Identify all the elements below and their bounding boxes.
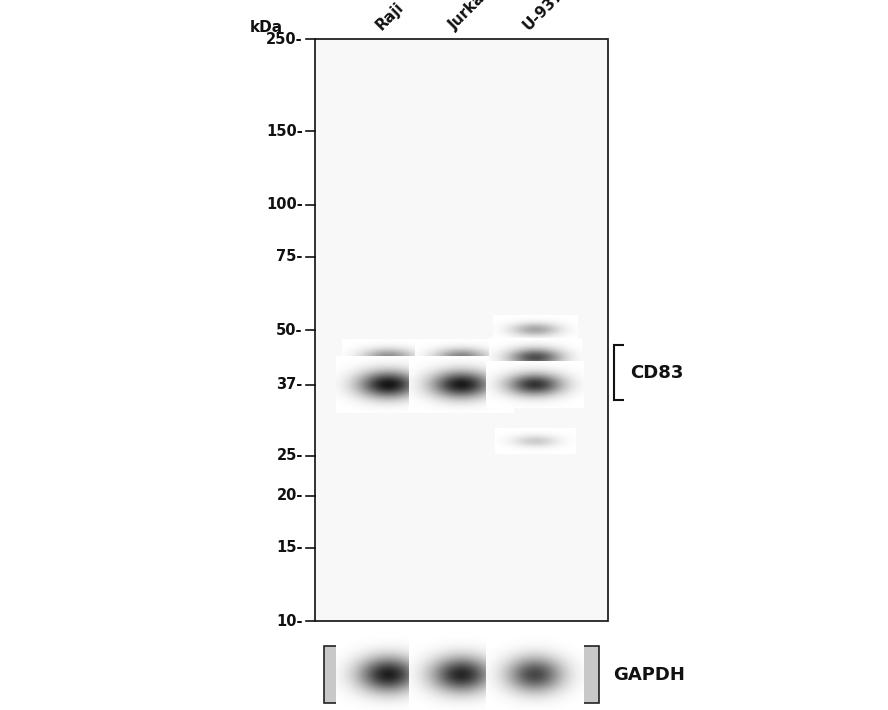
Text: 15-: 15- [276,540,303,555]
Text: 20-: 20- [276,488,303,503]
Text: 100-: 100- [266,197,303,212]
Text: 25-: 25- [276,448,303,463]
Text: U-937: U-937 [520,0,567,33]
Text: Raji: Raji [374,0,407,33]
Text: 150-: 150- [266,124,303,139]
Bar [324,646,599,703]
Text: 10-: 10- [276,613,303,629]
Bar [315,39,608,621]
Text: 250-: 250- [266,31,303,47]
Text: CD83: CD83 [630,364,684,381]
Text: 37-: 37- [276,377,303,392]
Text: 50-: 50- [276,322,303,338]
Text: 75-: 75- [276,249,303,264]
Text: Jurkat: Jurkat [447,0,494,33]
Text: GAPDH: GAPDH [613,665,685,684]
Text: kDa: kDa [250,21,283,36]
